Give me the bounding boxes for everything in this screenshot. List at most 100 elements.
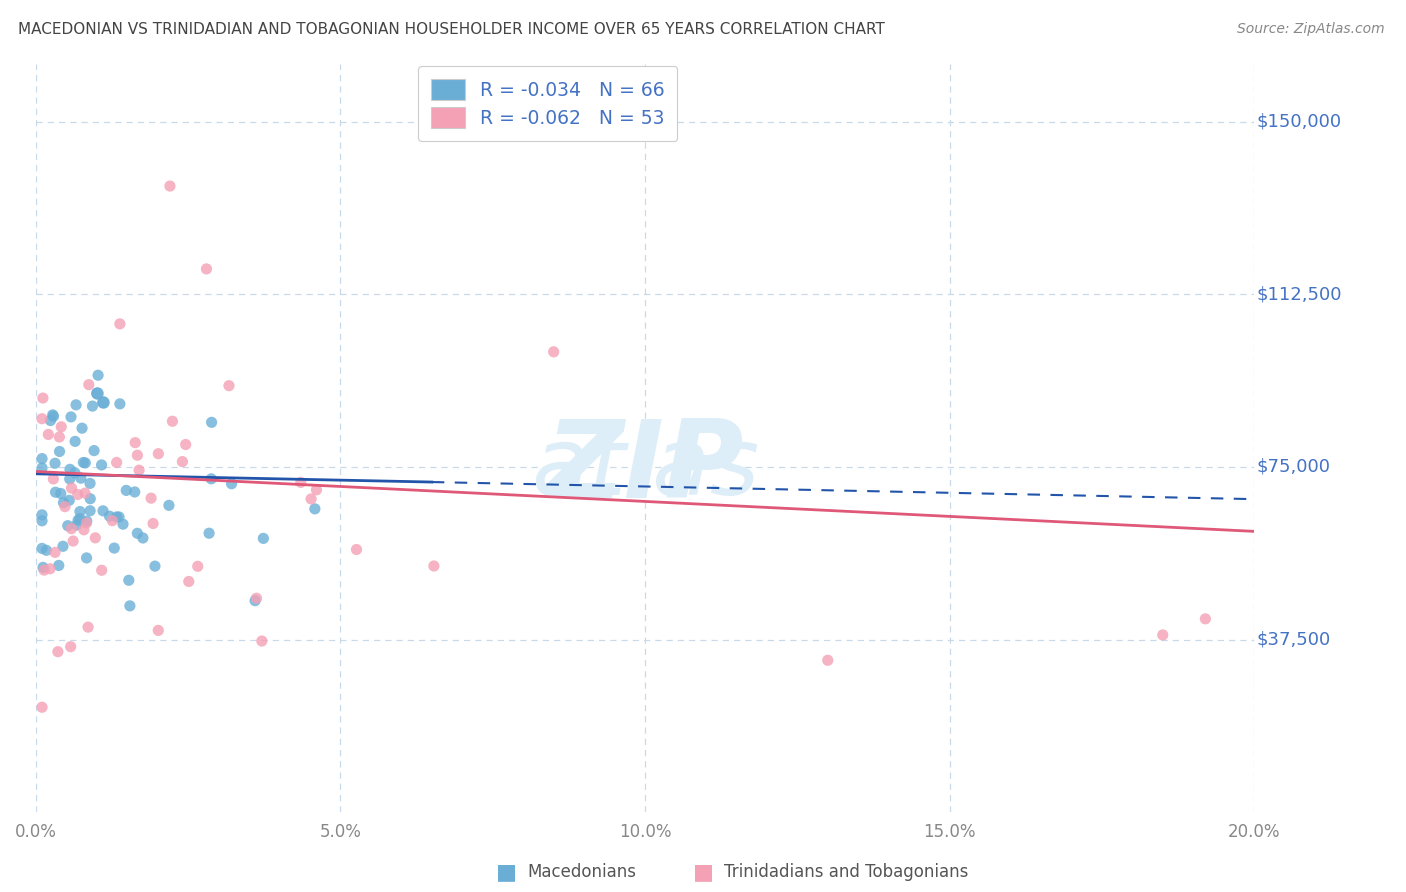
Point xyxy=(162,414,184,428)
Text: $37,500: $37,500 xyxy=(1257,631,1331,648)
Point xyxy=(101,514,124,528)
Point xyxy=(127,448,149,462)
Point xyxy=(73,523,96,537)
Text: MACEDONIAN VS TRINIDADIAN AND TOBAGONIAN HOUSEHOLDER INCOME OVER 65 YEARS CORREL: MACEDONIAN VS TRINIDADIAN AND TOBAGONIAN… xyxy=(18,22,886,37)
Point xyxy=(48,444,70,458)
Point xyxy=(124,435,146,450)
Text: atlas: atlas xyxy=(531,423,759,514)
Point xyxy=(59,640,82,654)
Text: Source: ZipAtlas.com: Source: ZipAtlas.com xyxy=(1237,22,1385,37)
Point xyxy=(127,526,149,541)
Point xyxy=(83,443,105,458)
Point xyxy=(177,574,200,589)
Point xyxy=(817,653,839,667)
Point xyxy=(172,454,194,468)
Point xyxy=(69,512,91,526)
Point xyxy=(91,395,114,409)
Point xyxy=(108,510,131,524)
Point xyxy=(157,499,180,513)
Point xyxy=(245,591,267,606)
Point xyxy=(66,487,89,501)
Point xyxy=(32,563,55,577)
Point xyxy=(42,409,65,424)
Point xyxy=(63,434,86,449)
Point xyxy=(48,430,70,444)
Point xyxy=(53,500,76,514)
Point xyxy=(115,483,138,498)
Point xyxy=(201,415,224,429)
Point xyxy=(143,559,166,574)
Point xyxy=(39,413,62,427)
Point xyxy=(32,560,55,574)
Point xyxy=(90,563,112,577)
Point xyxy=(1194,612,1216,626)
Legend: R = -0.034   N = 66, R = -0.062   N = 53: R = -0.034 N = 66, R = -0.062 N = 53 xyxy=(418,66,678,141)
Point xyxy=(91,504,114,518)
Point xyxy=(132,531,155,545)
Point xyxy=(159,179,181,194)
Point xyxy=(63,466,86,480)
Point xyxy=(87,368,110,383)
Point xyxy=(79,476,101,491)
Point xyxy=(76,550,98,565)
Point xyxy=(60,522,83,536)
Point xyxy=(70,421,93,435)
Text: Macedonians: Macedonians xyxy=(527,863,637,881)
Point xyxy=(31,700,53,714)
Point xyxy=(52,495,75,509)
Point xyxy=(56,518,79,533)
Point xyxy=(62,534,84,549)
Point xyxy=(124,485,146,500)
Text: $75,000: $75,000 xyxy=(1257,458,1330,476)
Point xyxy=(59,409,82,424)
Y-axis label: Householder Income Over 65 years: Householder Income Over 65 years xyxy=(0,296,7,581)
Point xyxy=(198,526,221,541)
Point xyxy=(65,518,87,533)
Point xyxy=(423,559,446,574)
Point xyxy=(60,481,83,495)
Point xyxy=(42,472,65,486)
Point xyxy=(103,541,125,555)
Text: $112,500: $112,500 xyxy=(1257,285,1343,303)
Point xyxy=(77,377,100,392)
Point xyxy=(79,491,101,506)
Point xyxy=(31,451,53,466)
Point xyxy=(84,531,107,545)
Point xyxy=(243,593,266,607)
Point xyxy=(31,411,53,425)
Point xyxy=(46,645,69,659)
Point xyxy=(65,398,87,412)
Point xyxy=(148,624,170,638)
Point xyxy=(108,317,131,331)
Point xyxy=(105,455,128,469)
Point xyxy=(44,545,66,559)
Point xyxy=(49,486,72,500)
Point xyxy=(90,458,112,472)
Point xyxy=(77,620,100,634)
Text: ■: ■ xyxy=(693,863,713,882)
Point xyxy=(346,542,368,557)
Text: ZIP: ZIP xyxy=(546,415,744,521)
Point xyxy=(59,472,82,486)
Point xyxy=(41,408,63,422)
Point xyxy=(98,509,121,524)
Point xyxy=(299,491,322,506)
Point xyxy=(111,517,134,532)
Point xyxy=(76,516,98,530)
Point xyxy=(76,514,98,528)
Point xyxy=(1152,628,1174,642)
Point xyxy=(91,395,114,409)
Point xyxy=(86,386,108,401)
Point xyxy=(31,514,53,528)
Point xyxy=(195,261,218,276)
Point xyxy=(31,461,53,475)
Point xyxy=(39,562,62,576)
Point xyxy=(108,397,131,411)
Point xyxy=(82,399,104,413)
Point xyxy=(139,491,162,505)
Text: $150,000: $150,000 xyxy=(1257,112,1341,130)
Point xyxy=(543,344,565,359)
Point xyxy=(51,419,73,434)
Point xyxy=(86,386,108,401)
Point xyxy=(118,574,141,588)
